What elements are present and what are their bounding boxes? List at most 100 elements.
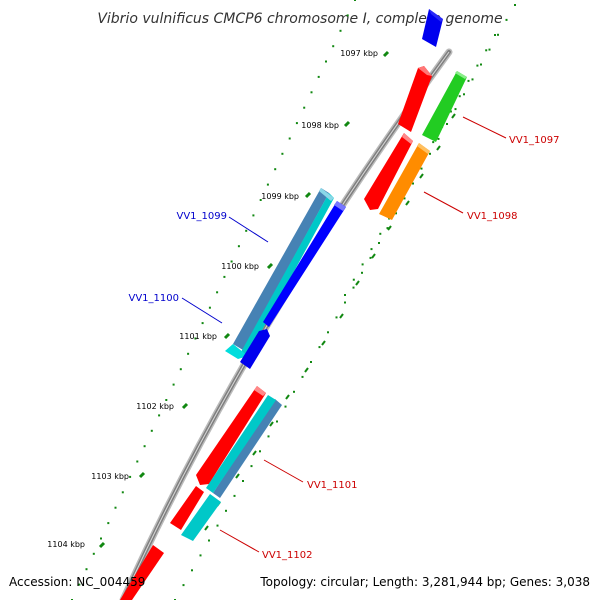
- gene-red-1097[interactable]: [398, 66, 432, 132]
- track-dash: [285, 394, 290, 400]
- gene-vv1-1101-steel[interactable]: [213, 399, 282, 498]
- gene-vv1-1099[interactable]: [241, 193, 334, 356]
- track-dot: [301, 375, 304, 378]
- gene-red-1104[interactable]: [120, 545, 164, 600]
- track-dot: [78, 583, 81, 586]
- track-dash: [269, 421, 274, 427]
- track-dot: [158, 414, 161, 417]
- track-dash: [419, 173, 424, 179]
- track-dot: [259, 450, 261, 453]
- track-dot: [361, 271, 363, 274]
- track-dash: [339, 313, 344, 319]
- track-dot: [259, 199, 262, 201]
- track-dot: [237, 245, 240, 248]
- track-dot: [143, 445, 146, 448]
- track-dot: [352, 278, 355, 281]
- track-dot: [293, 390, 295, 393]
- gene-vv1-1101[interactable]: [206, 395, 276, 493]
- track-dot: [352, 286, 355, 289]
- leader-vv1-1098: [423, 191, 464, 214]
- tick-label-1101: 1101 kbp: [179, 332, 217, 341]
- track-dot: [344, 294, 346, 296]
- track-dot: [454, 108, 457, 111]
- gene-label-vv1-1099[interactable]: VV1_1099: [177, 211, 228, 222]
- gene-label-vv1-1101[interactable]: VV1_1101: [307, 480, 358, 491]
- tick-mark-1099: [304, 191, 312, 199]
- genome-backbone: [119, 48, 453, 600]
- track-dot: [281, 152, 284, 155]
- track-dot: [488, 48, 491, 51]
- track-dot: [276, 420, 278, 423]
- track-dot: [179, 368, 182, 371]
- track-dot: [354, 0, 356, 1]
- gene-vv1-1098[interactable]: [379, 143, 430, 220]
- track-dot: [242, 480, 244, 482]
- gene-vv1-1102[interactable]: [181, 494, 221, 541]
- gene-red-1098[interactable]: [364, 133, 413, 210]
- gene-label-vv1-1102[interactable]: VV1_1102: [262, 550, 313, 561]
- track-dot: [223, 275, 226, 278]
- track-dot: [346, 14, 349, 17]
- tick-mark-1103: [138, 471, 146, 479]
- tick-label-1097: 1097 kbp: [340, 49, 378, 58]
- gene-red-1102[interactable]: [170, 486, 204, 530]
- track-dot: [412, 182, 414, 185]
- track-dot: [386, 227, 389, 230]
- tick-label-1100: 1100 kbp: [221, 262, 259, 271]
- track-dot: [245, 229, 248, 232]
- track-dot: [114, 506, 117, 509]
- track-dot: [267, 435, 270, 438]
- track-dot: [505, 18, 508, 21]
- tick-mark-1104: [98, 541, 106, 549]
- track-dot: [252, 214, 255, 217]
- gene-label-vv1-1098[interactable]: VV1_1098: [467, 211, 518, 222]
- tick-mark-1101: [223, 332, 231, 340]
- track-dash: [387, 225, 392, 231]
- kbp-tick-marks: [98, 50, 390, 549]
- leader-vv1-1102: [219, 529, 260, 553]
- track-dot: [369, 256, 372, 259]
- track-dot: [494, 34, 496, 36]
- track-dot: [288, 137, 291, 140]
- gene-vv1-1100[interactable]: [263, 201, 346, 327]
- track-dot: [339, 29, 342, 32]
- tick-label-1102: 1102 kbp: [136, 402, 174, 411]
- leader-vv1-1099: [228, 216, 269, 243]
- tick-mark-1100: [266, 262, 274, 270]
- track-dot: [310, 361, 312, 363]
- track-dot: [449, 110, 452, 113]
- label-leader-lines: [181, 116, 507, 553]
- track-dot: [471, 78, 474, 81]
- track-dot: [150, 429, 153, 432]
- genome-summary-text: Topology: circular; Length: 3,281,944 bp…: [259, 575, 590, 589]
- track-dot: [476, 64, 479, 67]
- tick-label-1103: 1103 kbp: [91, 472, 129, 481]
- track-dot: [429, 152, 431, 155]
- gene-label-vv1-1097[interactable]: VV1_1097: [509, 135, 560, 146]
- track-dot: [208, 539, 210, 542]
- track-dot: [437, 137, 440, 140]
- tick-mark-1102: [181, 402, 189, 410]
- track-dash: [235, 473, 240, 479]
- track-dot: [361, 263, 364, 266]
- track-dot: [295, 122, 298, 125]
- track-dot: [497, 33, 499, 36]
- track-dot: [216, 291, 219, 294]
- track-dot: [514, 4, 516, 6]
- track-dot: [446, 123, 448, 125]
- track-dash: [355, 280, 360, 286]
- track-dash: [321, 340, 326, 346]
- track-dot: [107, 522, 110, 525]
- track-dot: [187, 352, 190, 355]
- track-dot: [121, 491, 124, 494]
- dotted-track-guides: [71, 0, 516, 600]
- track-dot: [327, 331, 329, 334]
- gene-vv1-1099-steel[interactable]: [233, 188, 329, 350]
- track-dot: [379, 232, 382, 235]
- track-dot: [208, 306, 211, 309]
- gene-label-vv1-1100[interactable]: VV1_1100: [129, 293, 180, 304]
- gene-blue-1100-tail[interactable]: [240, 329, 270, 369]
- track-dot: [325, 60, 327, 63]
- gene-red-1101[interactable]: [196, 386, 266, 485]
- gene-vv1-1097[interactable]: [422, 71, 467, 142]
